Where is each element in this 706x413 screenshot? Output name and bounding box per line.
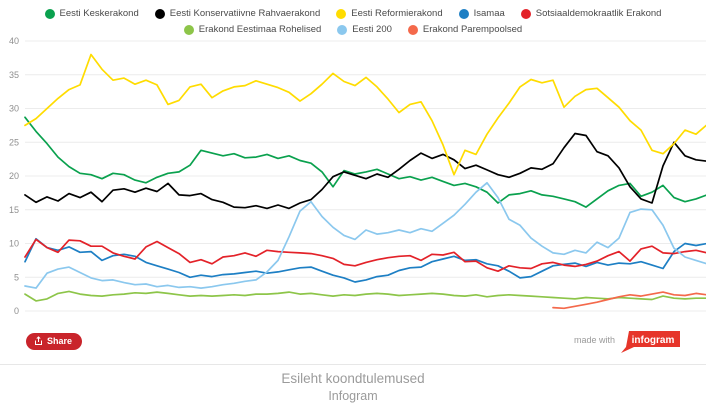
- legend-item-5[interactable]: Erakond Eestimaa Rohelised: [183, 23, 322, 36]
- y-axis-tick-15: 15: [9, 205, 19, 215]
- legend-label: Eesti 200: [352, 24, 392, 35]
- made-with-label: made with: [573, 335, 615, 345]
- legend-item-6[interactable]: Eesti 200: [337, 23, 392, 36]
- legend-label: Eesti Konservatiivne Rahvaerakond: [169, 8, 321, 19]
- series-line-erakond-eestimaa-rohelised: [24, 290, 706, 302]
- footer-infogram-link[interactable]: Infogram: [328, 389, 378, 403]
- legend-item-7[interactable]: Erakond Parempoolsed: [407, 23, 523, 36]
- y-axis-tick-25: 25: [9, 137, 19, 147]
- line-chart: 0 5 10 15 20 25 30 35 40: [9, 36, 706, 316]
- series-line-eesti-konservatiivne-rahvaerakond: [24, 132, 706, 210]
- legend-label: Sotsiaaldemokraatlik Erakond: [535, 8, 662, 19]
- legend-item-3[interactable]: Isamaa: [458, 7, 505, 20]
- series-line-eesti-reformierakond: [24, 53, 706, 176]
- infogram-logo[interactable]: infogram: [621, 330, 681, 359]
- series-line-sotsiaaldemokraatlik-erakond: [24, 238, 706, 273]
- series-line-eesti-200: [24, 181, 706, 289]
- legend-label: Eesti Keskerakond: [59, 8, 139, 19]
- legend-dot: [154, 8, 165, 19]
- series-line-erakond-parempoolsed: [552, 291, 706, 310]
- y-axis-tick-10: 10: [9, 239, 19, 249]
- legend-label: Eesti Reformierakond: [351, 8, 443, 19]
- infogram-logo-icon: infogram: [621, 331, 680, 353]
- made-with-infogram: made with infogram: [574, 330, 681, 359]
- legend-label: Isamaa: [473, 8, 505, 19]
- legend-item-1[interactable]: Eesti Konservatiivne Rahvaerakond: [154, 7, 321, 20]
- y-axis-tick-0: 0: [14, 306, 19, 316]
- share-button[interactable]: Share: [26, 333, 83, 350]
- legend-dot: [336, 8, 347, 19]
- footer-divider: [0, 364, 706, 365]
- series-line-eesti-keskerakond: [24, 116, 706, 208]
- legend-dot: [183, 24, 194, 35]
- y-axis-tick-40: 40: [9, 36, 19, 46]
- legend-dot: [407, 24, 418, 35]
- y-axis-tick-30: 30: [9, 104, 19, 114]
- y-axis-tick-20: 20: [9, 171, 19, 181]
- legend-dot: [520, 8, 531, 19]
- y-axis-tick-35: 35: [9, 70, 19, 80]
- share-button-label: Share: [47, 336, 73, 346]
- legend-label: Erakond Eestimaa Rohelised: [198, 24, 322, 35]
- legend-item-2[interactable]: Eesti Reformierakond: [336, 7, 443, 20]
- legend-item-0[interactable]: Eesti Keskerakond: [44, 7, 139, 20]
- legend-dot: [337, 24, 348, 35]
- share-icon: [35, 336, 42, 345]
- chart-legend: Eesti Keskerakond Eesti Konservatiivne Ra…: [0, 7, 706, 36]
- infogram-logo-text: infogram: [632, 335, 675, 346]
- legend-dot: [458, 8, 469, 19]
- y-axis-tick-5: 5: [14, 272, 19, 282]
- legend-dot: [44, 8, 55, 19]
- footer-title-link[interactable]: Esileht koondtulemused: [281, 371, 425, 386]
- legend-label: Erakond Parempoolsed: [422, 24, 523, 35]
- series-line-isamaa: [24, 237, 706, 283]
- legend-item-4[interactable]: Sotsiaaldemokraatlik Erakond: [520, 7, 662, 20]
